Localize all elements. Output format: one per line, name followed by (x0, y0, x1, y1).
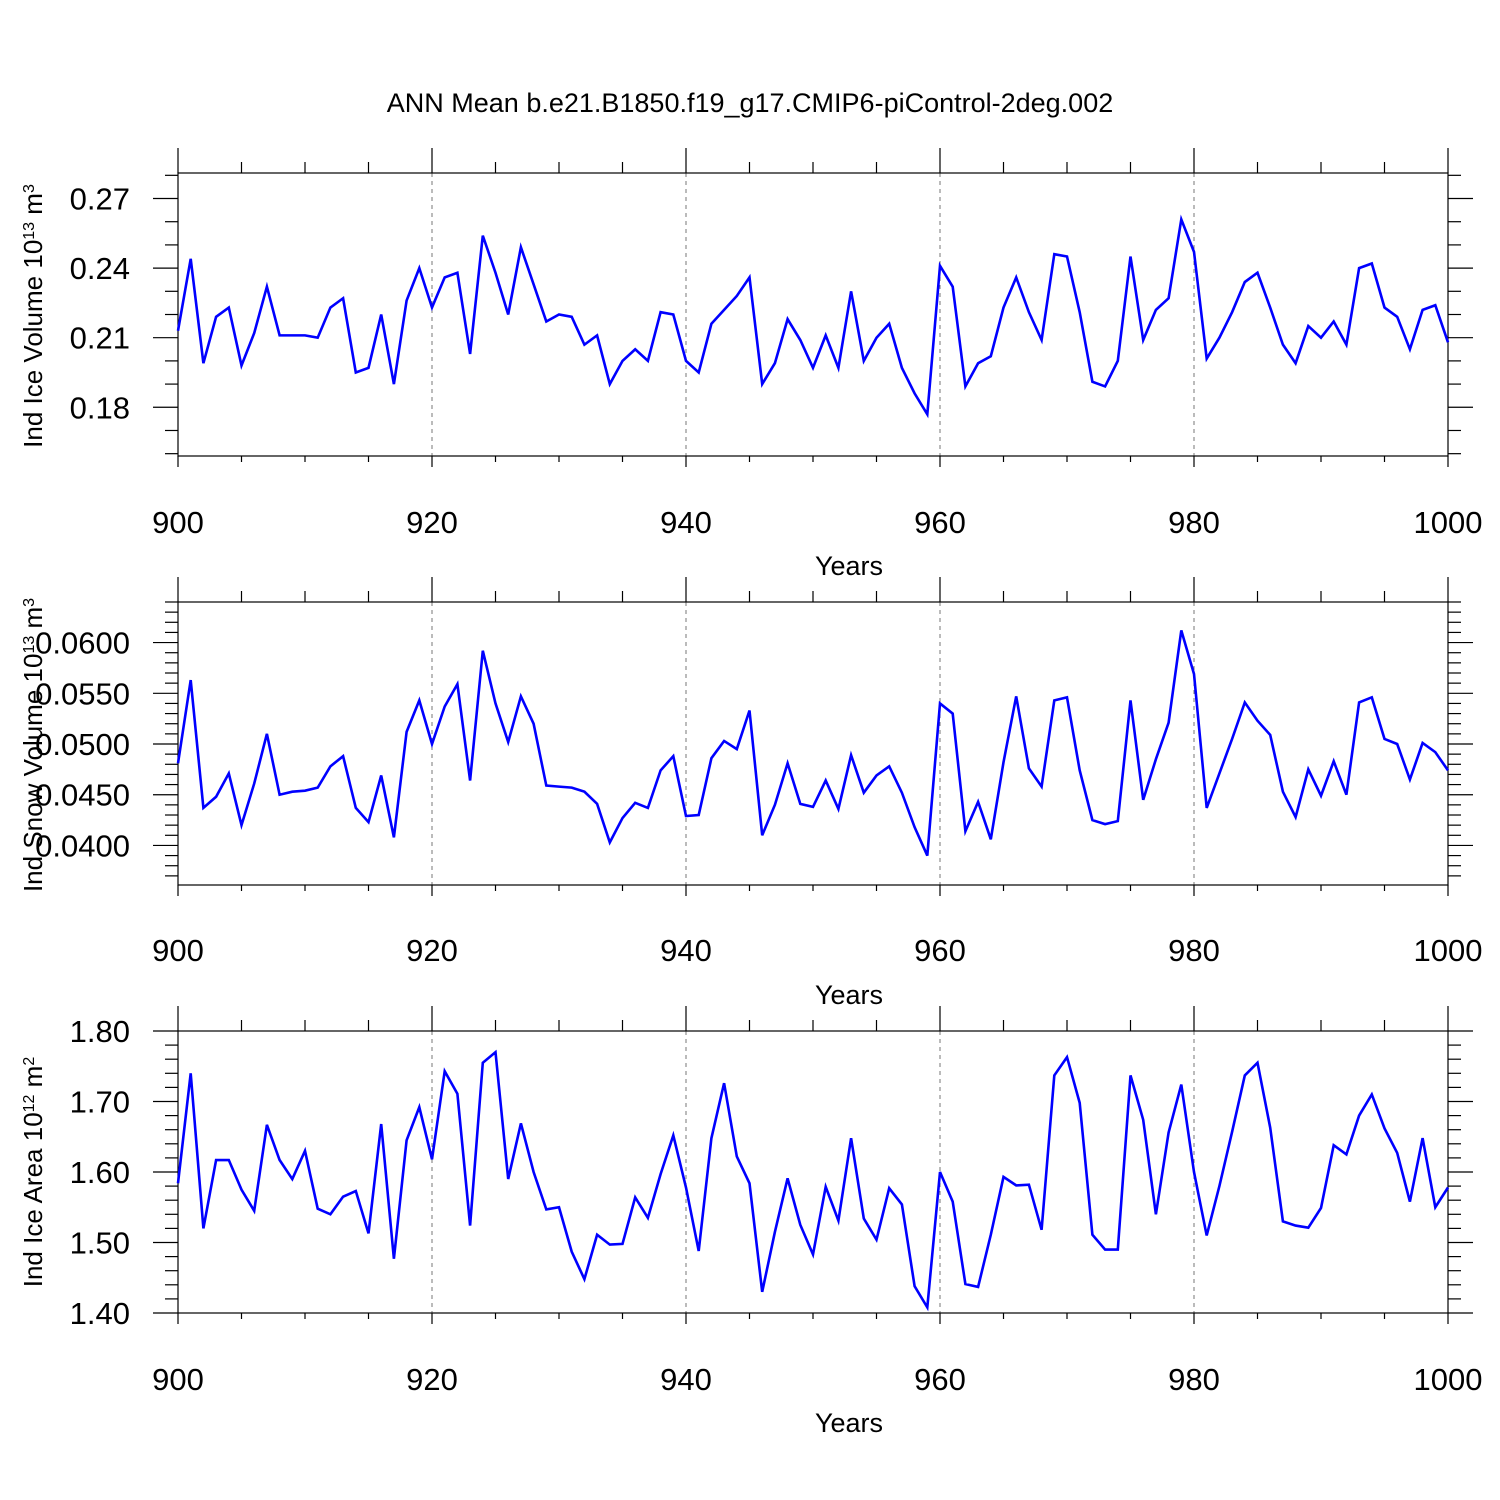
y-axis-label-main: Ind Ice Area 10 (18, 1112, 48, 1287)
x-tick-label: 920 (406, 933, 458, 968)
x-axis-label: Years (815, 1408, 883, 1438)
y-axis-label: Ind Snow Volume 1013 m3 (18, 598, 48, 892)
x-tick-label: 940 (660, 933, 712, 968)
x-tick-label: 920 (406, 505, 458, 540)
x-tick-label: 900 (152, 1362, 204, 1397)
y-tick-label: 0.24 (70, 251, 130, 286)
x-tick-label: 920 (406, 1362, 458, 1397)
x-tick-label: 960 (914, 505, 966, 540)
y-axis-label-unit-exponent: 3 (21, 598, 38, 607)
x-tick-label: 980 (1168, 1362, 1220, 1397)
y-axis-label-main: Ind Ice Volume 10 (18, 240, 48, 448)
x-axis-ticks: 900 920 940 960 980 1000 (152, 577, 1482, 968)
x-tick-label: 940 (660, 1362, 712, 1397)
y-axis-label-exponent: 13 (21, 222, 38, 240)
series-line-snow-volume (176, 630, 1450, 857)
y-tick-label: 0.0400 (35, 828, 130, 863)
chart-title: ANN Mean b.e21.B1850.f19_g17.CMIP6-piCon… (387, 88, 1113, 118)
panel-snow-volume: 900 920 940 960 980 1000 0.04000.04500.05000.… (18, 577, 1482, 1010)
x-gridlines (431, 602, 1195, 885)
x-tick-label: 960 (914, 933, 966, 968)
y-axis-label-exponent: 13 (21, 636, 38, 654)
y-axis-label-unit: m (18, 1066, 48, 1095)
y-axis-label-unit-exponent: 3 (21, 184, 38, 193)
y-axis-label: Ind Ice Area 1012 m2 (18, 1057, 48, 1288)
x-tick-label: 1000 (1414, 933, 1483, 968)
x-tick-label: 1000 (1414, 505, 1483, 540)
y-tick-label: 0.18 (70, 390, 130, 425)
plot-frame (177, 601, 1449, 886)
x-tick-label: 900 (152, 933, 204, 968)
y-axis-label: Ind Ice Volume 1013 m3 (18, 184, 48, 448)
x-axis-label: Years (815, 980, 883, 1010)
x-tick-label: 940 (660, 505, 712, 540)
y-tick-label: 1.40 (70, 1296, 130, 1331)
series-line-ice-volume (176, 214, 1450, 419)
x-axis-ticks: 900 920 940 960 980 1000 (152, 1006, 1482, 1397)
y-axis-ticks: 0.0400 0.0450 0.0500 0.0550 0.0600 (35, 601, 1473, 877)
y-axis-ticks: 0.18 0.21 0.24 0.27 (70, 174, 1473, 455)
plot-frame (177, 1030, 1449, 1314)
y-axis-label-unit-exponent: 2 (21, 1057, 38, 1066)
y-tick-label: 0.0550 (35, 676, 130, 711)
y-tick-label: 1.70 (70, 1085, 130, 1120)
y-tick-label: 0.27 (70, 182, 130, 217)
x-axis-label: Years (815, 551, 883, 581)
series-line-ice-area (176, 1049, 1450, 1312)
x-gridlines (431, 1031, 1195, 1313)
y-axis-label-unit: m (18, 193, 48, 222)
x-tick-label: 980 (1168, 505, 1220, 540)
y-tick-label: 1.50 (70, 1226, 130, 1261)
x-tick-label: 980 (1168, 933, 1220, 968)
y-axis-label-main: Ind Snow Volume 10 (18, 654, 48, 893)
y-tick-label: 0.0500 (35, 727, 130, 762)
y-tick-label: 0.0450 (35, 778, 130, 813)
plot-frame (177, 172, 1449, 457)
x-gridlines (431, 173, 1195, 456)
y-axis-label-exponent: 12 (21, 1094, 38, 1112)
x-tick-label: 900 (152, 505, 204, 540)
y-axis-ticks: 1.40 1.50 1.60 1.70 1.80 (70, 1014, 1473, 1331)
y-tick-label: 1.80 (70, 1014, 130, 1049)
y-tick-label: 0.21 (70, 321, 130, 356)
y-tick-label: 1.60 (70, 1155, 130, 1190)
panel-ice-area: 900 920 940 960 980 1000 1.40 1.50 1.60 1.70 1.80… (18, 1006, 1482, 1438)
y-tick-label: 0.0600 (35, 626, 130, 661)
x-tick-label: 960 (914, 1362, 966, 1397)
y-axis-label-unit: m (18, 607, 48, 636)
x-axis-ticks: 900 920 940 960 980 1000 (152, 148, 1482, 540)
x-tick-label: 1000 (1414, 1362, 1483, 1397)
panel-ice-volume: 900 920 940 960 980 1000 0.18 0.21 0.24 0.27 Yea… (18, 148, 1482, 581)
